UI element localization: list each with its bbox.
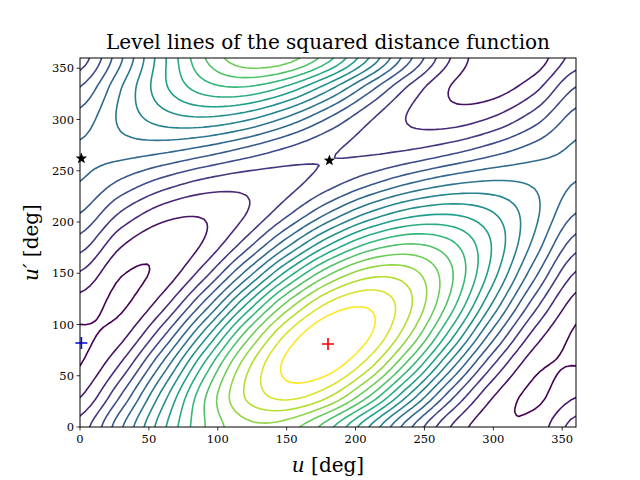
contour-line	[244, 277, 413, 411]
title: Level lines of the squared distance func…	[106, 30, 550, 54]
contour-line	[281, 307, 376, 383]
x-tick-label: 100	[207, 432, 229, 446]
contour-line	[80, 58, 576, 427]
contour-line	[190, 58, 465, 427]
y-tick-label: 250	[52, 164, 74, 178]
y-tick	[77, 222, 81, 223]
contour-line	[80, 58, 576, 427]
contour-line	[80, 58, 576, 427]
x-tick	[217, 427, 218, 431]
x-tick	[424, 427, 425, 431]
y-tick	[77, 375, 81, 376]
contour-line	[135, 58, 520, 427]
x-tick-label: 0	[76, 432, 83, 446]
x-tick-label: 150	[276, 432, 298, 446]
x-tick	[355, 427, 356, 431]
contour-line	[166, 58, 492, 427]
y-axis-label: u′ [deg]	[19, 204, 43, 281]
star-marker	[76, 152, 87, 163]
contour-line	[204, 58, 453, 427]
y-tick	[77, 427, 81, 428]
contour-line	[217, 58, 440, 427]
y-tick-label: 300	[52, 113, 74, 127]
contour-line	[80, 58, 576, 427]
x-tick	[286, 427, 287, 431]
y-tick	[77, 324, 81, 325]
x-tick	[562, 427, 563, 431]
x-tick	[148, 427, 149, 431]
x-tick	[80, 427, 81, 431]
contour-line	[261, 290, 396, 400]
y-tick	[77, 170, 81, 171]
y-tick-label: 350	[52, 61, 74, 75]
contour-line	[116, 58, 540, 427]
contour-line	[80, 58, 576, 427]
contour-line	[178, 58, 478, 427]
plus-marker	[75, 337, 87, 349]
x-tick-label: 350	[551, 432, 573, 446]
chart: 0 50 100 150 200 250 300 350 0 50 100 150 200 250 300 3…	[0, 0, 640, 480]
y-tick	[77, 119, 81, 120]
markers	[75, 152, 335, 350]
x-tick-label: 300	[482, 432, 504, 446]
y-tick	[77, 68, 81, 69]
contour-line	[151, 58, 506, 427]
y-tick-label: 200	[52, 215, 74, 229]
x-tick-label: 50	[142, 432, 157, 446]
y-tick-label: 0	[67, 420, 74, 434]
plus-marker	[322, 338, 334, 350]
y-tick	[77, 273, 81, 274]
plot-frame	[80, 58, 576, 427]
x-axis-label: u [deg]	[292, 453, 364, 477]
x-tick-label: 250	[413, 432, 435, 446]
x-tick	[493, 427, 494, 431]
x-tick-label: 200	[345, 432, 367, 446]
star-marker	[324, 155, 335, 166]
y-tick-label: 150	[52, 266, 74, 280]
contour-line	[229, 265, 426, 423]
plot-area	[80, 58, 576, 427]
y-tick-label: 50	[59, 369, 74, 383]
contour-line	[80, 58, 576, 427]
y-tick-label: 100	[52, 318, 74, 332]
